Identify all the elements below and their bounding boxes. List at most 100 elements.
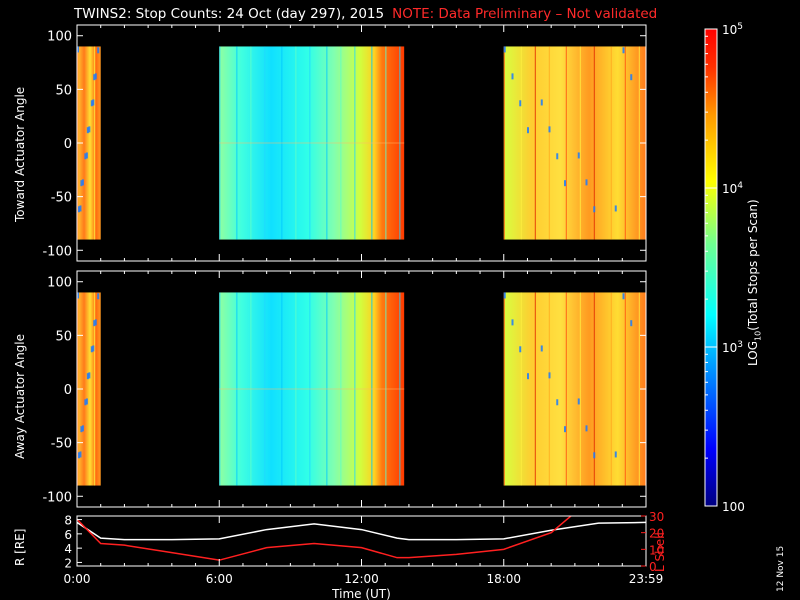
orbit-ytick-label: 6 [64,528,72,542]
data-speckle [81,179,84,186]
data-speckle [548,372,551,379]
data-speckle [77,206,80,213]
orbit-ytick-right-label: 30 [649,510,664,524]
data-speckle [92,99,95,106]
data-speckle [86,127,89,134]
data-speckle [614,451,617,458]
data-streak [565,46,567,240]
data-speckle [85,152,88,159]
data-speckle [503,46,506,53]
data-streak [548,292,550,486]
data-speckle [548,126,551,133]
data-speckle [80,426,83,433]
data-streak [638,292,640,486]
data-streak [534,292,536,486]
data-streak [503,46,505,240]
data-speckle [511,73,514,80]
data-speckle [90,346,93,353]
xtick-label: 18:00 [486,572,521,586]
data-speckle [540,345,543,352]
data-streak [610,46,612,240]
colorbar-layer: 100 103 104 105 [704,22,745,514]
data-streak [520,46,522,240]
data-speckle [93,320,96,327]
data-speckle [511,319,514,326]
ytick-label: 100 [47,276,72,291]
series-line-lshell [77,516,573,561]
data-speckle [79,205,82,212]
ytick-label: 50 [55,83,72,98]
colorbar-tick-label: 100 [722,500,745,514]
data-speckle [585,425,588,432]
ytick-label: -50 [51,191,72,206]
data-speckle [593,452,596,459]
data-streak [94,46,96,240]
data-speckle [527,127,529,134]
preliminary-note: NOTE: Data Preliminary – Not validated [392,6,658,22]
data-speckle [564,180,566,187]
ytick-label: -100 [42,490,72,505]
xaxis-title: Time (UT) [331,587,391,600]
series-line-r [77,521,646,541]
orbit-ytick-label: 2 [64,556,72,570]
orbit-ytick-right-label: 20 [649,527,664,541]
data-speckle [577,398,580,405]
panels-layer: -100 -50 0 50 100 -100 -50 0 50 100 [42,24,647,508]
data-speckle [77,292,79,299]
data-speckle [84,399,87,406]
data-speckle [577,152,580,159]
ytick-label: -100 [42,244,72,259]
data-speckle [564,426,566,433]
data-speckle [622,47,625,54]
ytick-label: 100 [47,30,72,45]
data-streak [520,292,522,486]
data-speckle [585,179,588,186]
data-speckle [94,319,97,326]
data-speckle [88,372,91,379]
ytick-label: -50 [51,437,72,452]
data-speckle [94,73,97,80]
ytick-label: 0 [64,383,72,398]
data-speckle [540,99,543,106]
data-streak [565,292,567,486]
data-streak [624,292,626,486]
data-streak [579,46,581,240]
heatmap-panel-1: -100 -50 0 50 100 [42,24,647,262]
data-streak [503,292,505,486]
xtick-label: 23:59 [629,572,664,586]
data-speckle [85,398,88,405]
data-speckle [503,292,506,299]
data-streak [94,292,96,486]
data-streak [610,292,612,486]
orbit-ytick-right-label: 10 [649,543,664,557]
data-speckle [622,293,625,300]
data-speckle [593,206,596,213]
colorbar-tick-label: 105 [722,22,743,37]
data-block [503,292,646,486]
data-streak [638,46,640,240]
data-streak [548,46,550,240]
data-speckle [556,399,559,406]
data-streak [534,46,536,240]
data-speckle [614,205,617,212]
data-speckle [519,346,522,353]
xtick-label: 12:00 [344,572,379,586]
data-streak [579,292,581,486]
data-speckle [92,345,95,352]
data-speckle [90,100,93,107]
data-speckle [97,293,100,300]
orbit-ytick-label: 4 [64,542,72,556]
data-speckle [77,46,79,53]
ytick-label: 50 [55,329,72,344]
xtick-label: 6:00 [206,572,233,586]
ytick-label: 0 [64,137,72,152]
data-speckle [81,425,84,432]
data-speckle [80,180,83,187]
data-speckle [88,126,91,133]
orbit-ytick-right-label: 0 [649,560,657,574]
data-streak [624,46,626,240]
data-speckle [519,100,522,107]
